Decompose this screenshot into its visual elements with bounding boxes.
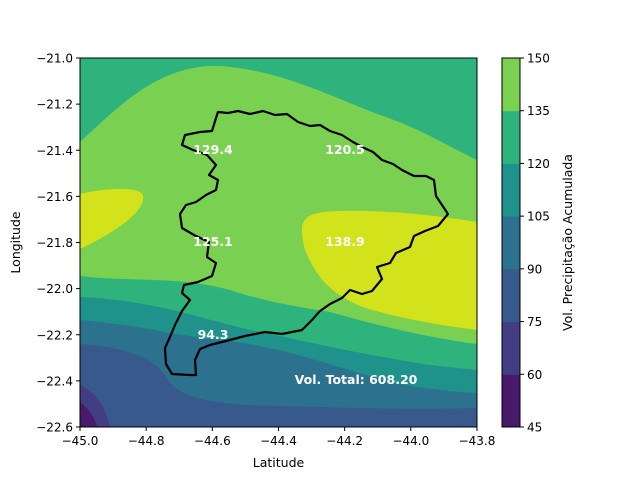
colorbar-frame [501,57,521,428]
x-tick-label: −44.6 [194,434,231,448]
y-tick-label: −22.0 [36,282,73,296]
colorbar-block [502,321,520,375]
annotations: 129.4 120.5 125.1 138.9 94.3 Vol. Total:… [193,142,417,387]
colorbar-tick-label: 45 [527,421,542,435]
y-tick-label: −21.8 [36,236,73,250]
y-tick-label: −21.2 [36,98,73,112]
annotation-quadrant-w: 125.1 [193,234,233,249]
annotation-quadrant-nw: 129.4 [193,142,233,157]
colorbar-tick-label: 60 [527,368,542,382]
contour-level-30-45 [80,402,97,427]
contour-level-60-75 [80,344,477,427]
colorbar-tick-label: 90 [527,262,542,276]
colorbar-tick-label: 105 [527,210,550,224]
x-tick-label: −43.8 [459,434,496,448]
y-axis-label: Longitude [8,211,23,273]
x-tick-label: −44.2 [326,434,363,448]
colorbar-block [502,374,520,428]
colorbar-block [502,58,520,112]
annotation-quadrant-sw: 94.3 [198,327,229,342]
colorbar-label: Vol. Precipitação Acumulada [560,154,575,331]
y-tick-label: −22.4 [36,374,73,388]
colorbar: 45 60 75 90 105 120 135 150 Vol. Precipitação A… [501,52,575,435]
x-tick-label: −44.4 [260,434,297,448]
colorbar-block [502,110,520,164]
annotation-quadrant-e: 138.9 [325,234,365,249]
y-axis: −21.0 −21.2 −21.4 −21.6 −21.8 −22.0 −22.2 −22.4… [8,52,80,435]
y-tick-label: −21.4 [36,144,73,158]
y-tick-label: −21.0 [36,52,73,66]
y-tick-label: −22.2 [36,328,73,342]
y-tick-label: −22.6 [36,421,73,435]
x-axis-label: Latitude [253,455,305,470]
contour-level-135-150-right [301,210,477,330]
colorbar-tick-label: 120 [527,157,550,171]
x-tick-label: −44.8 [128,434,165,448]
x-tick-label: −45.0 [62,434,99,448]
contour-fill: 129.4 120.5 125.1 138.9 94.3 Vol. Total:… [80,58,477,427]
annotation-total-volume: Vol. Total: 608.20 [295,372,418,387]
colorbar-tick-label: 135 [527,104,550,118]
contour-level-135-150-left [80,188,144,249]
annotation-quadrant-ne: 120.5 [325,142,365,157]
x-tick-label: −44.0 [392,434,429,448]
colorbar-block [502,268,520,323]
colorbar-tick-label: 75 [527,315,542,329]
colorbar-tick-label: 150 [527,52,550,66]
colorbar-block [502,163,520,217]
colorbar-block [502,216,520,270]
basin-boundary [163,109,450,377]
contour-level-105-120-top [80,58,477,160]
y-tick-label: −21.6 [36,190,73,204]
x-axis: −45.0 −44.8 −44.6 −44.4 −44.2 −44.0 −43.8 Lati… [62,427,496,470]
